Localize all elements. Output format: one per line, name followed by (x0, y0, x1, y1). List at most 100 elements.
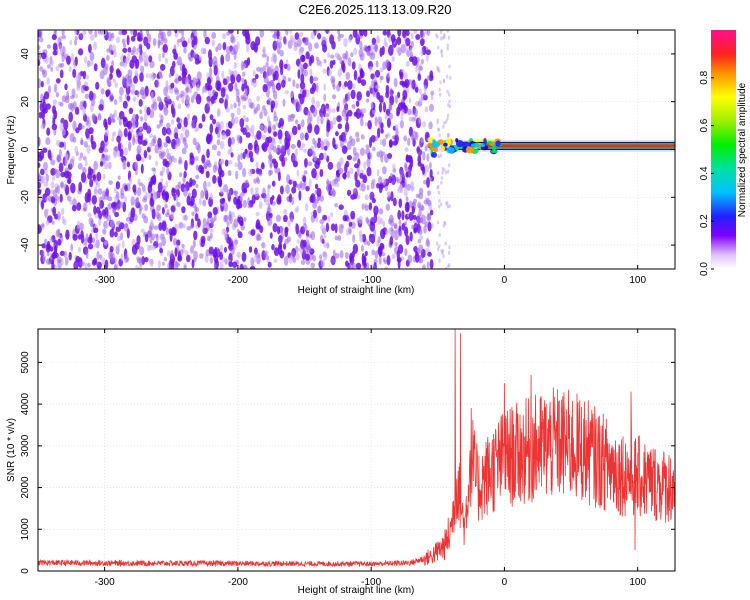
spectrogram-noise-cell (219, 120, 224, 130)
spectrogram-noise-cell (442, 78, 446, 83)
spectrogram-noise-cell (394, 124, 399, 130)
spectrogram-noise-cell (315, 30, 319, 35)
spectrogram-noise-cell (77, 162, 83, 170)
spectrogram-noise-cell (366, 90, 370, 98)
spectrogram-noise-cell (154, 144, 159, 154)
spectrogram-noise-cell (283, 214, 288, 223)
spectrogram-noise-cell (356, 137, 360, 143)
spectrogram-noise-cell (365, 144, 370, 149)
spectrogram-noise-cell (222, 33, 227, 40)
spectrogram-noise-cell (79, 32, 84, 39)
spectrogram-noise-cell (228, 68, 232, 75)
spectrogram-noise-cell (216, 150, 221, 157)
snr-y-tick-label: 4000 (20, 393, 31, 416)
spectrogram-noise-cell (156, 204, 162, 211)
colorbar-tick-label: 0.0 (699, 262, 710, 276)
spectrogram-noise-cell (211, 39, 215, 47)
spectrogram-noise-cell (307, 161, 313, 167)
spectrogram-noise-cell (323, 234, 327, 239)
spectrogram-noise-cell (233, 70, 238, 78)
spectrogram-noise-cell (189, 177, 193, 187)
spectrogram-x-tick-label: -200 (228, 275, 248, 286)
spectrogram-noise-cell (332, 116, 337, 126)
spectrogram-noise-cell (91, 113, 96, 123)
spectrogram-noise-cell (437, 190, 441, 195)
spectrogram-noise-cell (170, 211, 175, 220)
spectrogram-noise-cell (389, 140, 393, 148)
spectrogram-noise-cell (184, 129, 190, 138)
spectrogram-noise-cell (292, 160, 298, 168)
spectrogram-noise-cell (220, 54, 225, 66)
spectrogram-noise-cell (45, 137, 51, 146)
spectrogram-noise-cell (371, 178, 376, 183)
spectrogram-noise-cell (407, 254, 413, 264)
spectrogram-noise-cell (206, 133, 212, 144)
spectrogram-noise-cell (399, 169, 405, 178)
spectrogram-noise-cell (272, 90, 278, 100)
spectrogram-noise-cell (122, 47, 128, 54)
spectrogram-noise-cell (187, 38, 191, 45)
spectrogram-noise-cell (244, 88, 248, 97)
spectrogram-noise-cell (263, 251, 268, 257)
spectrogram-noise-cell (316, 187, 322, 197)
spectrogram-noise-cell (60, 207, 65, 216)
spectrogram-noise-cell (185, 99, 189, 106)
spectrogram-noise-cell (186, 254, 191, 263)
spectrogram-noise-cell (97, 112, 102, 121)
spectrogram-noise-cell (394, 241, 398, 247)
spectrogram-noise-cell (292, 79, 296, 87)
spectrogram-noise-cell (76, 202, 82, 211)
spectrogram-noise-cell (122, 163, 127, 170)
spectrogram-noise-cell (294, 32, 300, 40)
spectrogram-noise-cell (54, 30, 58, 35)
spectrogram-noise-cell (289, 211, 294, 220)
spectrogram-noise-cell (291, 125, 298, 136)
spectrogram-noise-cell (131, 55, 138, 64)
spectrogram-noise-cell (41, 108, 46, 120)
spectrogram-noise-cell (85, 74, 90, 80)
spectrogram-noise-cell (179, 172, 183, 178)
spectrogram-noise-cell (313, 76, 319, 82)
spectrogram-noise-cell (446, 204, 450, 209)
spectrogram-noise-cell (46, 44, 51, 49)
spectrogram-noise-cell (158, 53, 162, 62)
spectrogram-noise-cell (382, 178, 387, 186)
spectrogram-noise-cell (371, 37, 377, 45)
spectrogram-noise-cell (395, 176, 400, 182)
spectrogram-noise-cell (414, 86, 419, 93)
spectrogram-noise-cell (447, 113, 450, 118)
spectrogram-noise-cell (230, 46, 236, 55)
spectrogram-noise-cell (418, 142, 423, 148)
spectrogram-noise-cell (49, 237, 53, 243)
spectrogram-noise-cell (213, 264, 217, 269)
spectrogram-noise-cell (46, 251, 50, 257)
spectrogram-noise-cell (399, 183, 403, 192)
spectrogram-noise-cell (117, 175, 121, 180)
spectrogram-noise-cell (145, 192, 148, 200)
spectrogram-noise-cell (415, 34, 421, 40)
spectrogram-noise-cell (72, 233, 78, 241)
spectrogram-noise-cell (74, 30, 78, 36)
spectrogram-noise-cell (229, 103, 234, 110)
spectrogram-noise-cell (126, 120, 133, 130)
spectrogram-noise-cell (221, 70, 225, 80)
spectrogram-noise-cell (206, 97, 210, 108)
spectrogram-noise-cell (114, 195, 119, 204)
spectrogram-noise-cell (402, 30, 406, 39)
spectrogram-noise-cell (252, 69, 256, 77)
spectrogram-noise-cell (158, 242, 162, 249)
spectrogram-noise-cell (430, 90, 435, 96)
spectrogram-noise-cell (162, 158, 168, 167)
spectrogram-noise-cell (109, 65, 114, 74)
spectrogram-noise-cell (50, 181, 55, 189)
spectrogram-noise-cell (304, 158, 308, 168)
spectrogram-noise-cell (242, 71, 246, 77)
spectrogram-noise-cell (182, 215, 186, 221)
spectrogram-noise-cell (247, 142, 253, 151)
spectrogram-noise-cell (410, 32, 414, 40)
snr-y-tick-label: 0 (20, 568, 31, 574)
spectrogram-noise-cell (185, 78, 190, 85)
spectrogram-noise-cell (312, 107, 318, 118)
spectrogram-noise-cell (256, 66, 261, 72)
spectrogram-noise-cell (319, 60, 323, 67)
